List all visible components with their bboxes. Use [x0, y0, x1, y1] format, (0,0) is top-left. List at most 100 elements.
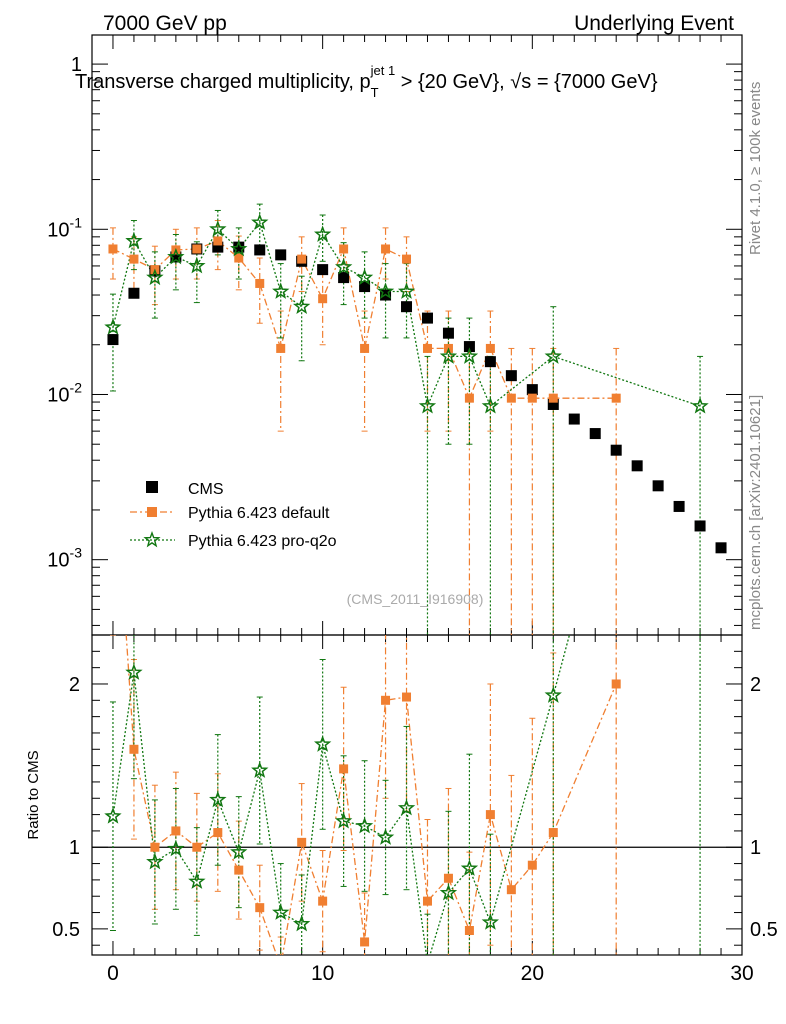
point-default [339, 244, 349, 254]
point-proq2o [418, 396, 437, 414]
ratio-point-proq2o [427, 954, 428, 955]
main-panel: 1 10-1 10-2 10-3 [47, 35, 743, 635]
point-default [213, 236, 223, 246]
point-cms [568, 413, 580, 425]
ratio-point-proq2o [334, 811, 353, 829]
ratio-point-default [171, 826, 181, 836]
ratio-point-proq2o [188, 872, 206, 889]
ratio-point-proq2o [209, 790, 227, 808]
ratio-point-default [611, 679, 621, 689]
point-proq2o [146, 268, 164, 286]
ratio-point-default [276, 962, 285, 971]
plot-title: Transverse charged multiplicity, pTjet 1… [75, 63, 658, 100]
title-mid: > {20 GeV}, [395, 71, 510, 93]
ratio-point-default [464, 926, 474, 936]
title-pre: Transverse charged multiplicity, p [75, 71, 371, 93]
point-proq2o [397, 282, 416, 299]
ratio-y-tick-label-right: 0.5 [750, 919, 778, 941]
legend: CMS Pythia 6.423 default Pythia 6.423 pr… [130, 481, 337, 550]
ratio-panel: 0 10 20 30 0.5 0.5 1 1 2 2 [52, 138, 778, 985]
point-default [548, 393, 558, 403]
point-proq2o [334, 257, 353, 275]
ratio-point-default [129, 744, 139, 754]
point-cms [526, 384, 538, 396]
point-proq2o [481, 396, 500, 414]
ratio-y-tick-label: 1 [69, 837, 80, 859]
point-proq2o [209, 220, 227, 237]
series-line-proq2o [112, 221, 701, 409]
ratio-point-default [360, 937, 370, 947]
point-cms [631, 460, 643, 472]
point-cms [505, 370, 517, 382]
point-proq2o [313, 225, 332, 242]
point-cms [673, 500, 685, 512]
x-tick-label: 0 [107, 962, 119, 985]
ratio-point-proq2o [292, 914, 311, 932]
ratio-point-default [548, 828, 558, 838]
ratio-point-proq2o [313, 735, 332, 752]
point-default [485, 343, 495, 353]
legend-label-default: Pythia 6.423 default [188, 505, 330, 522]
ratio-point-default [213, 828, 223, 838]
point-cms [694, 520, 706, 532]
main-data [104, 203, 727, 635]
ratio-point-default [485, 810, 495, 820]
ratio-point-proq2o [397, 798, 416, 816]
point-proq2o [188, 256, 206, 274]
ratio-frame [91, 634, 743, 956]
main-y-tick-label: 1 [71, 54, 82, 76]
point-proq2o [167, 247, 185, 265]
point-proq2o [251, 213, 269, 230]
ratio-point-proq2o [104, 807, 122, 824]
ratio-point-default [108, 435, 117, 444]
legend-label-proq2o: Pythia 6.423 pro-q2o [188, 533, 337, 550]
point-cms [463, 341, 475, 353]
title-sub: T [371, 85, 379, 100]
legend-marker-proq2o [143, 530, 161, 548]
point-default [318, 294, 328, 304]
point-default [297, 254, 307, 264]
ratio-point-proq2o [251, 761, 269, 778]
point-cms [359, 281, 371, 293]
title-sqrt: √ [510, 71, 521, 93]
point-default [192, 244, 202, 254]
ratio-point-default [192, 842, 202, 852]
point-cms [715, 542, 727, 554]
ratio-ylabel: Ratio to CMS [25, 750, 42, 839]
main-y-tick-label: 10-3 [47, 545, 82, 572]
point-default [422, 343, 432, 353]
x-tick-label: 20 [521, 962, 544, 985]
ratio-point-default [255, 903, 265, 913]
legend-marker-default [147, 507, 157, 517]
ratio-data [104, 138, 706, 971]
ratio-point-proq2o [376, 828, 395, 845]
point-cms [128, 287, 140, 299]
ratio-point-proq2o [544, 686, 562, 703]
ratio-point-proq2o [693, 138, 706, 151]
ratio-point-proq2o [167, 839, 185, 857]
point-cms [254, 244, 266, 256]
ratio-point-default [527, 860, 537, 870]
ratio-point-proq2o [460, 859, 479, 876]
point-cms [338, 272, 350, 284]
point-default [464, 393, 474, 403]
header-right: Underlying Event [574, 12, 734, 35]
point-cms [589, 428, 601, 440]
ratio-point-proq2o [230, 842, 248, 860]
point-cms [652, 480, 664, 492]
ratio-point-proq2o [146, 852, 164, 870]
ratio-point-default [318, 896, 328, 906]
point-cms [421, 312, 433, 324]
point-default [527, 393, 537, 403]
x-tick-label: 30 [730, 962, 753, 985]
point-proq2o [104, 318, 122, 335]
ratio-point-proq2o [481, 913, 500, 930]
point-cms [401, 301, 413, 313]
point-default [360, 343, 370, 353]
point-cms [547, 398, 559, 410]
ratio-y-tick-label-right: 1 [750, 837, 761, 859]
rivet-label: Rivet 4.1.0, ≥ 100k events [747, 82, 764, 255]
point-proq2o [460, 347, 479, 364]
ratio-y-tick-label: 2 [69, 674, 80, 696]
point-default [108, 244, 118, 254]
